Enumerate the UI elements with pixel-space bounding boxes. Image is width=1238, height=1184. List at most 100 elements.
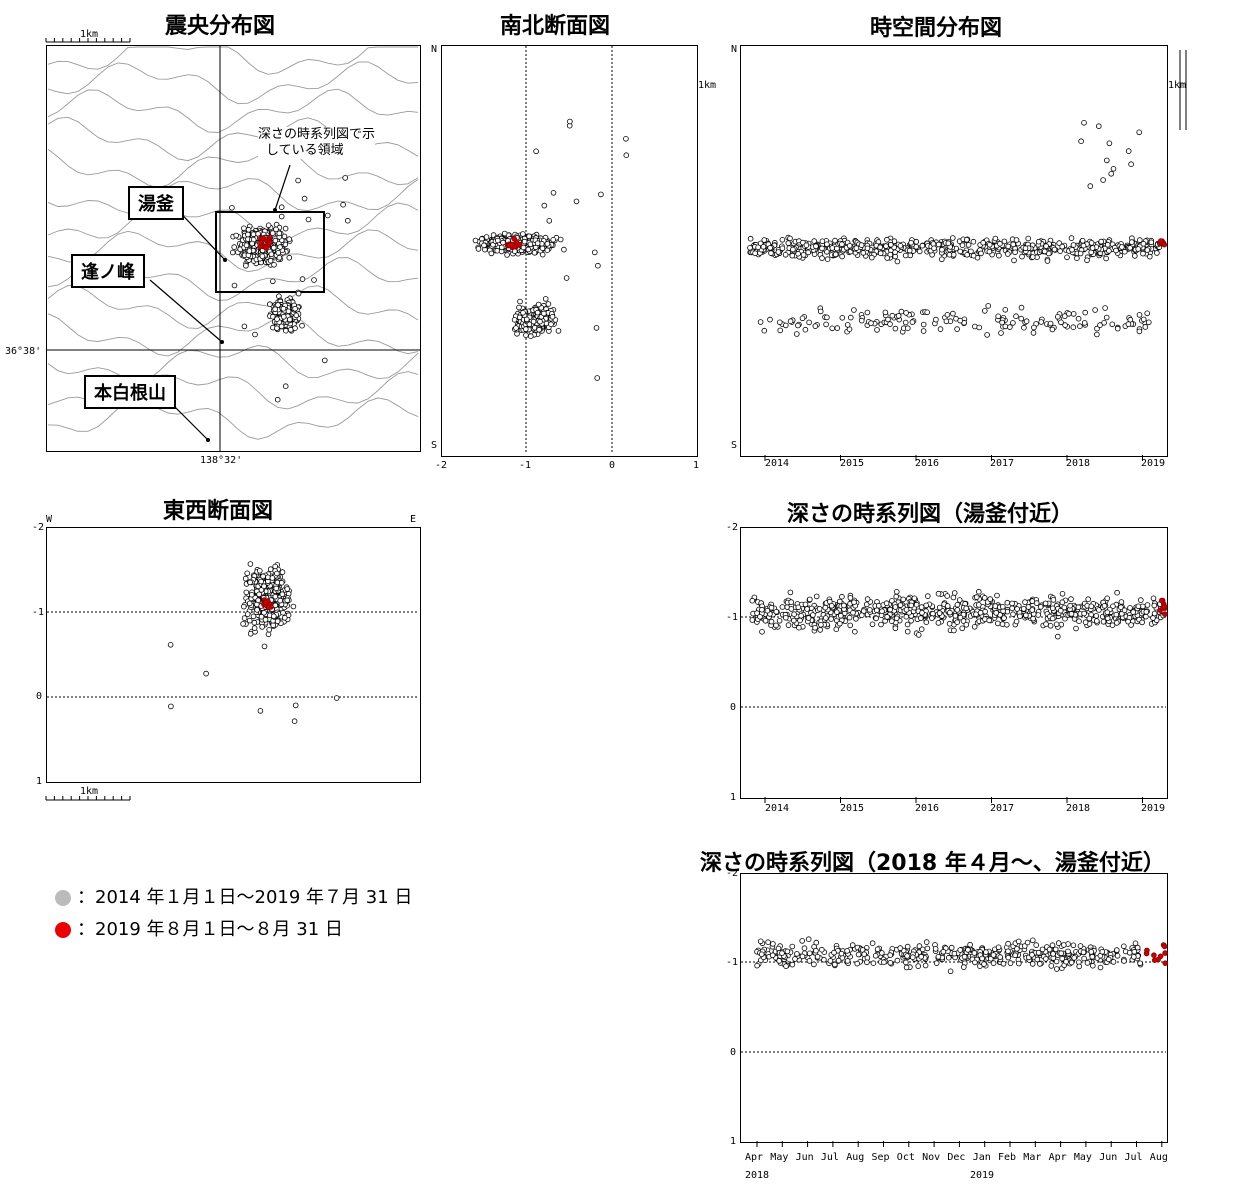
st-event [864,245,871,252]
st-event [839,314,846,321]
dts18-event [805,936,812,942]
st-event [984,332,990,338]
st-event [1069,247,1075,253]
ew-event [279,569,286,575]
st-event [802,326,809,333]
map-lat-label: 36°38' [5,346,42,357]
dts-event [1057,607,1064,614]
ns-event [542,296,549,302]
dts-event [822,604,829,611]
st-event [1023,318,1030,325]
st-event [963,236,970,243]
dts18-event [813,947,819,954]
st-event [1059,243,1065,250]
ew-event [241,603,247,610]
map-event [274,316,280,322]
st-event [992,235,999,242]
dts-event [1068,596,1074,602]
dts-event [768,618,775,625]
dts18-event [1058,950,1064,956]
dts-event [850,609,856,616]
st-event [998,330,1004,336]
dts18-event [769,952,776,959]
dts-event [1050,597,1057,603]
dts18-event [776,958,782,964]
dts-event [1104,609,1111,616]
dts-event [1118,604,1124,610]
ns-event [494,247,501,254]
dts-event [1150,615,1156,621]
ew-event [265,574,271,581]
dts18-event [784,948,791,955]
st-scale-right: 1km [1168,80,1187,91]
dts-event [757,613,763,620]
dts-event [773,608,780,615]
ew-ytick: -2 [32,522,45,533]
dts18-event [1088,949,1095,955]
st-event [813,243,819,250]
ns-event [522,326,529,332]
st-event [970,252,977,259]
dts18-event [1097,964,1104,971]
dts-event [911,595,918,602]
dts-event [776,617,783,624]
st-event [1056,240,1062,246]
dts18-event [983,949,989,955]
dts-event [1085,596,1091,602]
map-event [278,323,285,330]
st-event [1148,239,1155,246]
ew-event [247,579,253,586]
dts18-event [933,960,940,966]
contour-line [47,61,419,105]
dts18-event [1121,958,1127,964]
ns-event [481,242,487,249]
dts18-event-recent [1162,960,1169,966]
st-event [1140,240,1147,247]
dts-event [1037,604,1044,610]
ns-event [504,252,510,258]
st-event [1094,325,1100,332]
st-xtick: 2019 [1141,458,1166,469]
area-note-arrow-head [273,208,277,212]
st-event [819,238,826,245]
dts-event [952,613,959,619]
dts-event [957,614,964,621]
dts-ytick: 1 [730,792,737,803]
st-bottom-label: S [731,440,738,451]
dts-xtick: 2015 [840,803,865,814]
dts-event [805,615,812,621]
st-event [1109,321,1116,328]
st-event [858,317,865,324]
depth-ts-panel [740,527,1168,799]
dts18-event [881,959,887,965]
ew-event [284,597,291,604]
dts18-event [789,943,796,950]
st-event [996,252,1002,259]
st-event [1114,325,1121,332]
map-event [311,277,317,283]
dts18-event [965,947,971,953]
st-event [1079,238,1086,244]
st-event [768,250,774,256]
dts-event [749,617,756,623]
ns-event [544,241,551,247]
map-event [246,248,253,254]
dts18-event [1134,944,1141,951]
st-event [957,317,963,324]
ns-xtick: 1 [693,460,700,471]
st-event [1096,123,1102,129]
dts18-event [904,953,910,959]
st-event [1070,324,1077,331]
dts-event [1023,612,1029,619]
depth-ts2018-panel [740,873,1168,1143]
st-event [935,241,942,248]
dts-event [908,602,914,609]
ns-event [595,262,601,269]
dts18-event [951,950,958,957]
st-event [864,309,871,316]
dts-event [929,615,935,621]
ew-event [281,614,288,621]
dts-event [873,615,879,622]
map-event [276,230,283,237]
dts18-event [799,938,805,944]
